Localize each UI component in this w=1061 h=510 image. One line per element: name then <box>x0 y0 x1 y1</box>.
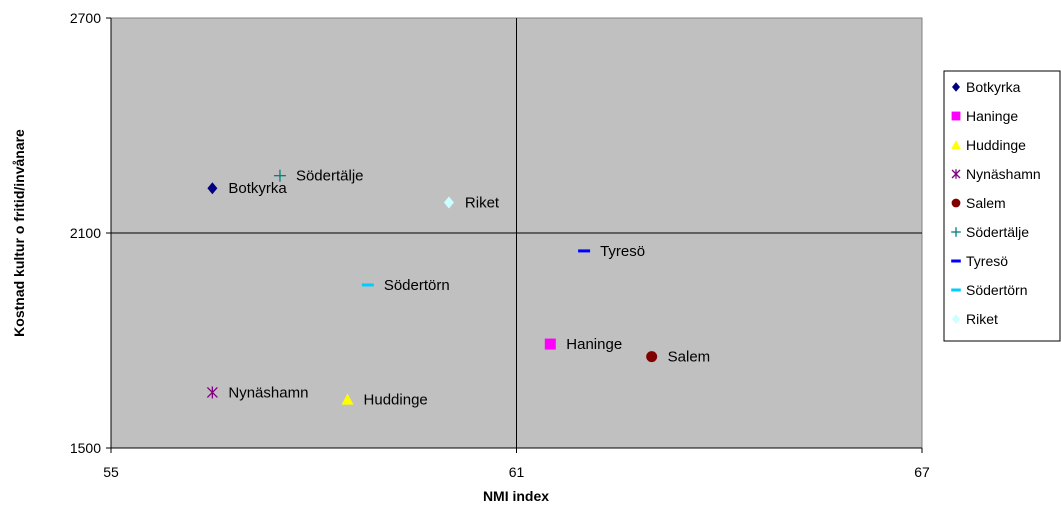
data-label: Riket <box>465 195 500 212</box>
y-tick-label: 1500 <box>70 440 101 456</box>
data-label: Botkyrka <box>228 180 287 197</box>
data-point <box>273 169 286 182</box>
axes <box>106 17 923 453</box>
dash-shape <box>951 259 961 263</box>
data-point <box>578 249 591 253</box>
legend-marker <box>952 82 960 92</box>
data-label: Södertörn <box>384 277 450 294</box>
data-label: Huddinge <box>364 392 428 409</box>
data-points: Botkyrka Haninge Huddinge Nynäshamn Salem Söd… <box>206 168 711 409</box>
triangle-shape <box>341 393 354 405</box>
diamond-shape <box>952 314 960 324</box>
dash-shape <box>361 283 374 287</box>
circle-shape <box>646 351 658 363</box>
data-label: Tyresö <box>600 243 645 260</box>
legend-marker <box>951 140 961 149</box>
y-axis-label: Kostnad kultur o fritid/invånare <box>11 129 27 337</box>
legend-marker <box>952 314 960 324</box>
legend-entry: Salem <box>966 195 1006 211</box>
legend: Botkyrka Haninge Huddinge Nynäshamn Salem Söd… <box>943 70 1061 342</box>
legend-box <box>943 70 1061 342</box>
legend-entry: Riket <box>966 311 998 327</box>
dash-shape <box>951 288 961 292</box>
data-point <box>361 283 374 287</box>
data-point <box>646 351 658 363</box>
y-tick-label: 2700 <box>70 10 101 26</box>
legend-marker <box>951 169 961 179</box>
diamond-shape <box>952 82 960 92</box>
data-point <box>443 196 454 209</box>
diamond-shape <box>207 182 218 195</box>
data-label: Haninge <box>566 336 622 353</box>
dash-shape <box>578 249 591 253</box>
legend-entry: Huddinge <box>966 137 1026 153</box>
triangle-shape <box>951 140 961 149</box>
legend-entry: Botkyrka <box>966 79 1021 95</box>
data-point <box>341 393 354 405</box>
data-label: Södertälje <box>296 168 364 185</box>
y-tick-label: 2100 <box>70 225 101 241</box>
tick-labels: 55 61 67 1500 2100 2700 <box>70 10 930 480</box>
legend-entry: Nynäshamn <box>966 166 1041 182</box>
gridlines <box>111 18 922 448</box>
x-axis-label: NMI index <box>483 488 549 504</box>
legend-entry: Tyresö <box>966 253 1008 269</box>
diamond-shape <box>443 196 454 209</box>
circle-shape <box>951 198 961 208</box>
square-shape <box>544 338 556 350</box>
square-shape <box>951 111 961 121</box>
data-point <box>207 182 218 195</box>
data-label: Salem <box>668 349 711 366</box>
data-point <box>544 338 556 350</box>
x-tick-label: 55 <box>103 464 119 480</box>
data-label: Nynäshamn <box>228 384 308 401</box>
legend-entry: Haninge <box>966 108 1018 124</box>
legend-marker <box>951 288 961 292</box>
legend-marker <box>951 259 961 263</box>
legend-entry: Södertörn <box>966 282 1027 298</box>
legend-marker <box>951 111 961 121</box>
legend-marker <box>951 227 961 237</box>
x-tick-label: 67 <box>914 464 930 480</box>
legend-entry: Södertälje <box>966 224 1029 240</box>
legend-marker <box>951 198 961 208</box>
x-tick-label: 61 <box>509 464 525 480</box>
data-point <box>206 386 218 399</box>
